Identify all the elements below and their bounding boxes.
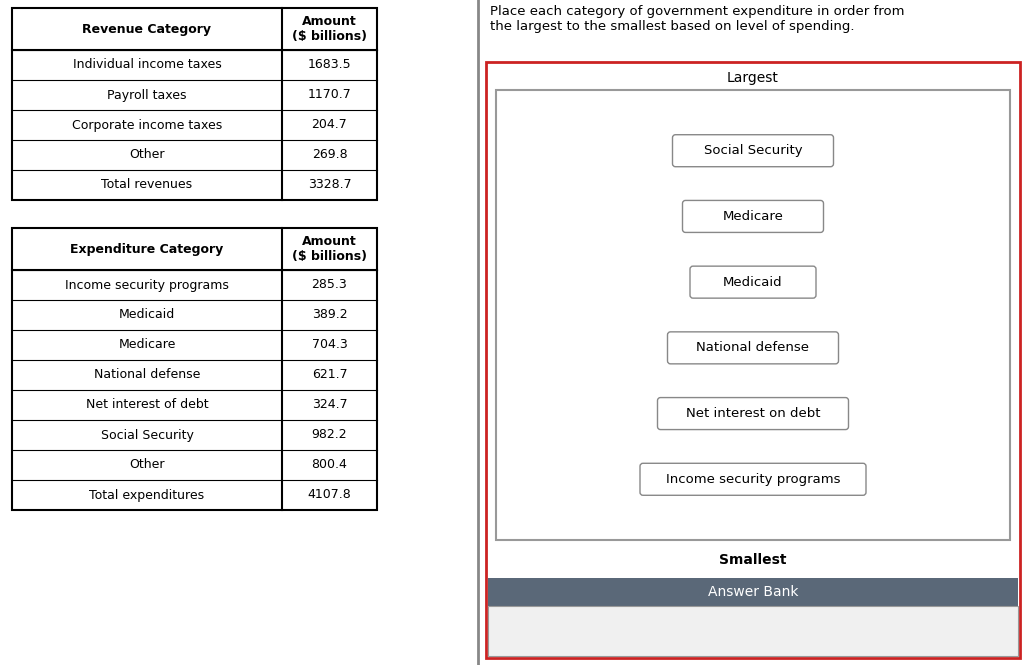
Text: 324.7: 324.7: [311, 398, 347, 412]
Text: Expenditure Category: Expenditure Category: [71, 243, 223, 255]
Text: 285.3: 285.3: [311, 279, 347, 291]
Text: 982.2: 982.2: [311, 428, 347, 442]
Text: 621.7: 621.7: [311, 368, 347, 382]
FancyBboxPatch shape: [673, 135, 834, 167]
Bar: [486, 62, 1020, 658]
Text: Medicare: Medicare: [723, 210, 783, 223]
Text: Amount
($ billions): Amount ($ billions): [292, 235, 367, 263]
Text: National defense: National defense: [94, 368, 200, 382]
Text: Other: Other: [129, 148, 165, 162]
Text: Smallest: Smallest: [719, 553, 786, 567]
Text: Corporate income taxes: Corporate income taxes: [72, 118, 222, 132]
Text: Total expenditures: Total expenditures: [89, 489, 205, 501]
FancyBboxPatch shape: [668, 332, 839, 364]
Text: Largest: Largest: [727, 71, 779, 85]
Text: Payroll taxes: Payroll taxes: [108, 88, 186, 102]
Text: Place each category of government expenditure in order from: Place each category of government expend…: [490, 5, 904, 18]
Text: Individual income taxes: Individual income taxes: [73, 59, 221, 72]
FancyBboxPatch shape: [640, 464, 866, 495]
Text: 269.8: 269.8: [311, 148, 347, 162]
Text: Income security programs: Income security programs: [666, 473, 841, 486]
Text: Net interest of debt: Net interest of debt: [86, 398, 208, 412]
Bar: [488, 606, 1018, 656]
Text: Medicaid: Medicaid: [119, 309, 175, 321]
Bar: [496, 90, 1010, 540]
FancyBboxPatch shape: [657, 398, 849, 430]
Text: the largest to the smallest based on level of spending.: the largest to the smallest based on lev…: [490, 20, 854, 33]
Text: Medicaid: Medicaid: [723, 276, 782, 289]
Text: Net interest on debt: Net interest on debt: [686, 407, 820, 420]
Text: National defense: National defense: [696, 341, 810, 354]
Text: 3328.7: 3328.7: [307, 178, 351, 192]
Bar: [12, 8, 377, 200]
Text: Total revenues: Total revenues: [101, 178, 193, 192]
FancyBboxPatch shape: [690, 266, 816, 298]
Text: 704.3: 704.3: [311, 338, 347, 352]
Text: Income security programs: Income security programs: [66, 279, 229, 291]
Text: Social Security: Social Security: [100, 428, 194, 442]
Text: 389.2: 389.2: [311, 309, 347, 321]
Text: Social Security: Social Security: [703, 144, 803, 157]
Text: Medicare: Medicare: [119, 338, 176, 352]
Text: 800.4: 800.4: [311, 458, 347, 471]
Text: Amount
($ billions): Amount ($ billions): [292, 15, 367, 43]
Text: 204.7: 204.7: [311, 118, 347, 132]
Text: 4107.8: 4107.8: [307, 489, 351, 501]
Text: Answer Bank: Answer Bank: [708, 585, 799, 599]
Text: 1170.7: 1170.7: [307, 88, 351, 102]
Text: Other: Other: [129, 458, 165, 471]
Text: 1683.5: 1683.5: [307, 59, 351, 72]
Bar: [12, 228, 377, 510]
Text: Revenue Category: Revenue Category: [83, 23, 212, 35]
Bar: [488, 578, 1018, 606]
FancyBboxPatch shape: [683, 200, 823, 233]
